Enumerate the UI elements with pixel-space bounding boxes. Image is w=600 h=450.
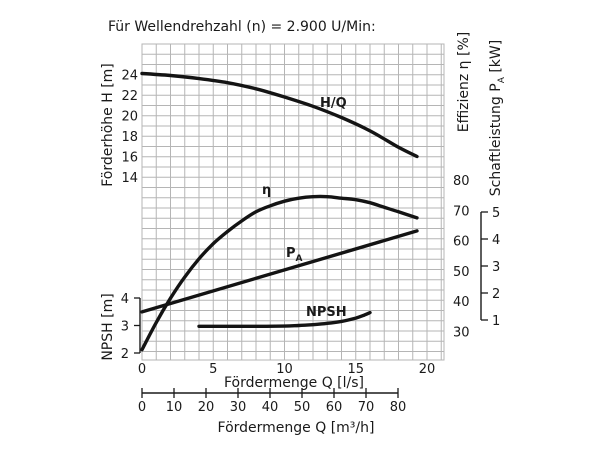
y-power-tick-label: 5 [492, 206, 500, 221]
y-power-title-sub: A [497, 76, 507, 83]
y-power-title-unit: [kW] [488, 40, 504, 77]
x-secondary-title: Fördermenge Q [m³/h] [218, 420, 375, 436]
x-secondary-tick-label: 60 [326, 400, 343, 415]
y-head-tick-label: 14 [121, 171, 138, 186]
y-efficiency-tick-label: 50 [453, 265, 470, 280]
y-npsh-title: NPSH [m] [100, 293, 116, 360]
chart-title: Für Wellendrehzahl (n) = 2.900 U/Min: [108, 19, 376, 35]
y-efficiency-tick-label: 80 [453, 174, 470, 189]
y-npsh-tick-label: 2 [121, 347, 129, 362]
curve-label-power-main: P [286, 246, 296, 261]
curve-npsh [197, 310, 372, 329]
y-head-tick-label: 20 [121, 110, 138, 125]
x-secondary-tick-label: 10 [166, 400, 183, 415]
y-efficiency-tick-label: 60 [453, 235, 470, 250]
x-primary-title: Fördermenge Q [l/s] [224, 375, 364, 391]
y-power-title-main: Schaftleistung P [488, 83, 504, 196]
x-secondary-tick-label: 20 [198, 400, 215, 415]
curve-label-head: H/Q [320, 96, 347, 111]
x-secondary-tick-label: 30 [230, 400, 247, 415]
x-primary-tick-label: 15 [347, 362, 364, 377]
curve-efficiency [140, 194, 419, 352]
y-efficiency-tick-label: 40 [453, 295, 470, 310]
x-secondary-tick-label: 70 [358, 400, 375, 415]
x-primary-tick-label: 20 [419, 362, 436, 377]
y-npsh-tick-label: 4 [121, 292, 129, 307]
grid [141, 43, 445, 361]
y-power-tick-label: 3 [492, 260, 500, 275]
x-primary-tick-label: 5 [209, 362, 217, 377]
x-secondary-tick-label: 50 [294, 400, 311, 415]
y-head-tick-label: 16 [121, 151, 138, 166]
y-head-tick-label: 18 [121, 130, 138, 145]
y-efficiency-tick-label: 70 [453, 204, 470, 219]
y-efficiency-tick-label: 30 [453, 326, 470, 341]
x-primary-tick-label: 10 [276, 362, 293, 377]
curve-label-power: PA [286, 246, 303, 264]
curves [140, 71, 419, 352]
curve-power [140, 229, 419, 314]
y-power-tick-label: 4 [492, 233, 500, 248]
y-head-tick-label: 22 [121, 89, 138, 104]
y-head-tick-label: 24 [121, 69, 138, 84]
y-power-title: Schaftleistung PA [kW] [488, 40, 507, 196]
x-secondary-tick-label: 0 [138, 400, 146, 415]
y-npsh-tick-label: 3 [121, 320, 129, 335]
x-secondary-tick-label: 80 [390, 400, 407, 415]
curve-label-power-sub: A [296, 254, 303, 264]
y-power-tick-label: 2 [492, 287, 500, 302]
x-primary-tick-label: 0 [138, 362, 146, 377]
curve-head [140, 71, 419, 159]
curve-label-efficiency: η [262, 183, 271, 198]
plot-frame [141, 43, 445, 361]
y-efficiency-title: Effizienz η [%] [456, 32, 472, 132]
y-power-tick-label: 1 [492, 314, 500, 329]
y-head-title: Förderhöhe H [m] [100, 63, 116, 187]
curve-label-npsh: NPSH [306, 305, 347, 320]
x-secondary-tick-label: 40 [262, 400, 279, 415]
